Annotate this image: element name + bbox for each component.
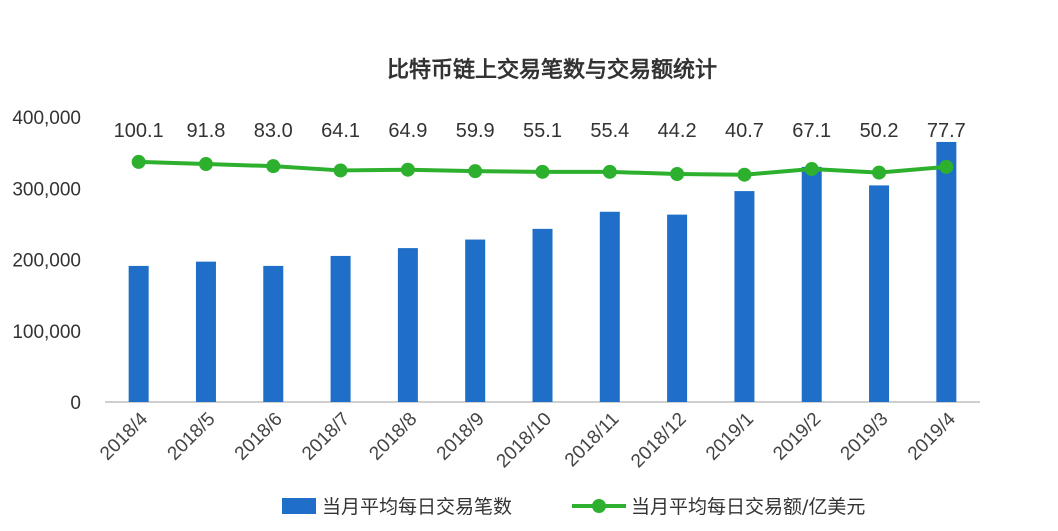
line-series: [131, 154, 954, 182]
x-tick-label: 2018/12: [627, 409, 690, 472]
x-tick-label: 2018/5: [164, 409, 220, 465]
x-tick-label: 2018/6: [231, 409, 287, 465]
x-tick-label: 2018/8: [365, 409, 421, 465]
x-tick-label: 2019/4: [904, 408, 960, 464]
data-label: 64.9: [388, 120, 427, 142]
bar: [465, 239, 486, 402]
x-tick-label: 2019/2: [769, 409, 825, 465]
line-point: [131, 154, 146, 169]
data-label: 55.1: [523, 120, 562, 142]
bar-series: [128, 141, 957, 402]
line-point: [670, 167, 685, 181]
legend-bar-swatch: [282, 498, 316, 514]
y-tick-label: 400,000: [12, 108, 81, 129]
legend: 当月平均每日交易笔数 当月平均每日交易额/亿美元: [282, 496, 865, 518]
line-point: [468, 164, 483, 179]
line-point: [602, 164, 617, 179]
x-tick-label: 2018/7: [298, 409, 354, 465]
line-point: [198, 157, 213, 172]
legend-line-label: 当月平均每日交易额/亿美元: [631, 496, 865, 518]
x-tick-label: 2019/3: [837, 409, 893, 465]
line-point: [872, 165, 887, 180]
bar: [801, 166, 822, 402]
line-point: [939, 159, 954, 174]
data-label: 67.1: [792, 120, 831, 142]
bar: [936, 141, 957, 402]
line-point: [535, 164, 550, 179]
data-labels: 100.1 91.8 83.0 64.1 64.9 59.9 55.1 55.4 44.2 40.…: [114, 120, 966, 142]
x-tick-label: 2018/9: [433, 409, 489, 465]
line-point: [266, 159, 281, 174]
line-point: [737, 167, 752, 182]
line-point: [804, 162, 819, 177]
bar: [397, 248, 418, 402]
data-label: 77.7: [927, 120, 966, 142]
y-tick-label: 0: [70, 393, 81, 414]
data-label: 100.1: [114, 120, 164, 142]
x-tick-label: 2018/11: [561, 409, 623, 471]
y-tick-label: 300,000: [12, 179, 81, 200]
y-tick-label: 200,000: [12, 251, 81, 272]
bar: [599, 211, 620, 402]
x-tick-label: 2018/4: [96, 408, 152, 464]
data-label: 40.7: [725, 120, 764, 142]
data-label: 64.1: [321, 120, 360, 142]
data-label: 55.4: [590, 120, 629, 142]
bar: [869, 185, 890, 402]
data-label: 83.0: [254, 120, 293, 142]
data-label: 91.8: [186, 120, 225, 142]
data-label: 44.2: [658, 120, 697, 142]
legend-bar-label: 当月平均每日交易笔数: [322, 496, 512, 518]
bar: [263, 265, 284, 402]
x-tick-label: 2019/1: [702, 409, 758, 465]
data-label: 59.9: [456, 120, 495, 142]
y-axis: 0 100,000 200,000 300,000 400,000: [12, 108, 81, 414]
chart-title: 比特币链上交易笔数与交易额统计: [387, 57, 717, 83]
bar: [667, 214, 688, 402]
x-tick-label: 2018/10: [493, 409, 556, 472]
line-point: [333, 163, 348, 178]
bar: [330, 255, 351, 402]
x-axis: 2018/4 2018/5 2018/6 2018/7 2018/8 2018/9 2018…: [96, 401, 980, 472]
y-tick-label: 100,000: [12, 322, 81, 343]
legend-line-marker: [592, 499, 606, 513]
bar: [734, 191, 755, 402]
bar: [195, 261, 216, 402]
data-label: 50.2: [860, 120, 899, 142]
bar: [128, 265, 149, 402]
line-point: [400, 162, 415, 177]
bar: [532, 228, 553, 402]
